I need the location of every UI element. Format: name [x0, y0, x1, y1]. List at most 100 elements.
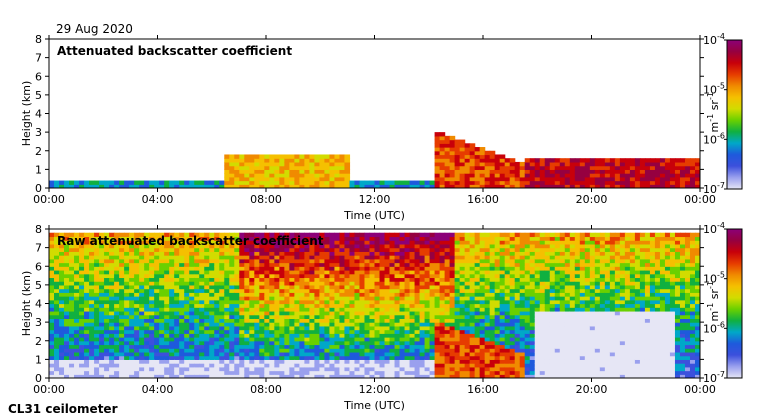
data-cell: [204, 266, 210, 271]
data-cell: [54, 236, 60, 241]
data-cell: [504, 363, 511, 368]
data-cell: [139, 292, 145, 297]
data-cell: [554, 281, 561, 286]
data-cell: [399, 243, 406, 249]
data-cell: [144, 296, 150, 301]
data-cell: [304, 303, 310, 308]
data-cell: [59, 262, 65, 267]
data-cell: [254, 184, 260, 188]
data-cell: [104, 340, 110, 346]
data-cell: [69, 258, 75, 264]
data-cell: [244, 374, 250, 378]
data-cell: [479, 232, 486, 238]
data-cell: [304, 288, 310, 293]
data-cell: [149, 374, 155, 378]
data-cell: [149, 180, 155, 185]
data-cell: [654, 173, 661, 178]
data-cell: [564, 288, 571, 293]
data-cell: [174, 255, 180, 260]
data-cell: [404, 240, 411, 245]
data-cell: [549, 292, 556, 297]
data-cell: [389, 277, 396, 282]
data-cell: [384, 266, 391, 271]
data-cell: [104, 299, 110, 305]
data-cell: [79, 269, 85, 275]
data-cell: [339, 359, 346, 364]
data-cell: [279, 161, 285, 167]
data-cell: [289, 363, 295, 368]
data-cell: [399, 247, 406, 252]
data-cell: [174, 266, 180, 271]
data-cell: [319, 333, 326, 338]
data-cell: [339, 351, 346, 357]
data-cell: [399, 325, 406, 331]
data-cell: [559, 232, 566, 238]
data-cell: [414, 292, 421, 297]
data-cell: [474, 351, 481, 357]
data-cell: [404, 255, 411, 260]
data-cell: [389, 344, 396, 349]
data-cell: [324, 281, 331, 286]
data-cell: [189, 340, 195, 346]
data-cell: [64, 355, 70, 360]
data-cell: [274, 355, 280, 360]
data-cell: [539, 266, 546, 271]
data-cell: [479, 310, 486, 316]
data-cell: [329, 296, 336, 301]
data-cell: [194, 310, 200, 316]
data-cell: [324, 348, 331, 353]
data-cell: [394, 318, 401, 323]
data-cell: [554, 158, 561, 163]
data-cell: [134, 318, 140, 323]
data-cell: [449, 318, 456, 323]
data-cell: [274, 277, 280, 282]
data-cell: [494, 363, 501, 368]
data-cell: [219, 273, 225, 279]
data-cell: [104, 240, 110, 245]
data-cell: [214, 277, 220, 282]
data-cell: [119, 370, 125, 375]
data-cell: [49, 232, 55, 238]
data-cell: [354, 232, 361, 238]
data-cell: [199, 180, 205, 185]
data-cell: [444, 325, 451, 331]
data-cell: [569, 176, 576, 182]
data-cell: [374, 273, 381, 279]
data-cell: [554, 277, 561, 282]
data-cell: [69, 273, 75, 279]
data-cell: [449, 370, 456, 375]
data-cell: [349, 236, 356, 241]
data-cell: [529, 262, 536, 267]
data-cell: [269, 236, 275, 241]
data-cell: [389, 318, 396, 323]
data-cell: [424, 273, 431, 279]
data-cell: [564, 184, 571, 188]
data-cell: [289, 161, 295, 167]
y-tick-label: 7: [35, 52, 42, 65]
data-cell: [374, 292, 381, 297]
data-cell: [489, 307, 496, 312]
data-cell: [364, 262, 371, 267]
data-cell: [344, 296, 351, 301]
data-cell: [174, 340, 180, 346]
data-cell: [374, 269, 381, 275]
data-cell: [379, 269, 386, 275]
data-cell: [84, 370, 90, 375]
data-cell: [64, 363, 70, 368]
data-cell: [284, 310, 290, 316]
data-cell: [489, 322, 496, 327]
data-cell: [379, 258, 386, 264]
data-cell: [259, 296, 265, 301]
data-cell: [629, 176, 636, 182]
data-cell: [484, 273, 491, 279]
data-cell: [179, 243, 185, 249]
data-cell: [379, 262, 386, 267]
data-cell: [479, 284, 486, 290]
data-cell: [329, 169, 336, 174]
data-cell: [134, 314, 140, 320]
data-cell: [359, 180, 366, 185]
data-cell: [524, 161, 531, 167]
data-cell: [314, 322, 321, 327]
data-cell: [49, 180, 55, 185]
data-cell: [334, 277, 341, 282]
